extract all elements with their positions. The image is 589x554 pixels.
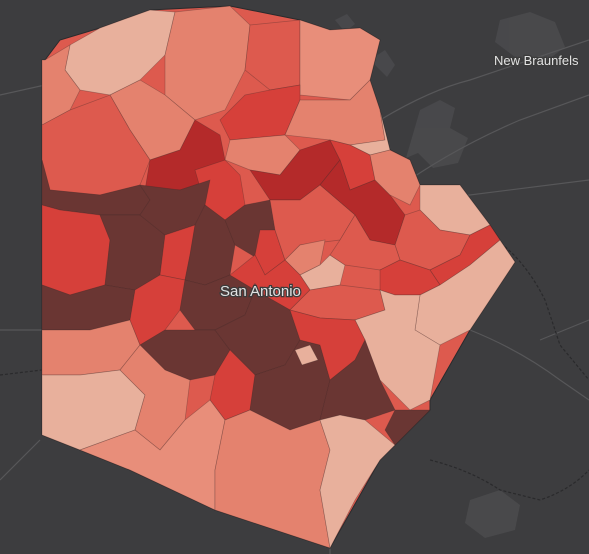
tract[interactable]: [41, 204, 111, 296]
tract[interactable]: [429, 224, 501, 286]
label-new-braunfels: New Braunfels: [494, 53, 579, 68]
tract[interactable]: [164, 5, 251, 121]
tract[interactable]: [369, 149, 421, 206]
tract[interactable]: [384, 409, 431, 446]
census-tracts: [41, 5, 516, 550]
tract[interactable]: [41, 44, 81, 126]
tract[interactable]: [229, 254, 311, 311]
tract[interactable]: [294, 344, 319, 366]
basemap-urban-areas: [335, 12, 565, 538]
tract[interactable]: [319, 414, 396, 550]
tract[interactable]: [79, 399, 226, 511]
tract[interactable]: [299, 19, 381, 101]
tract[interactable]: [354, 289, 441, 411]
tract[interactable]: [414, 239, 516, 346]
label-san-antonio: San Antonio: [220, 283, 301, 300]
